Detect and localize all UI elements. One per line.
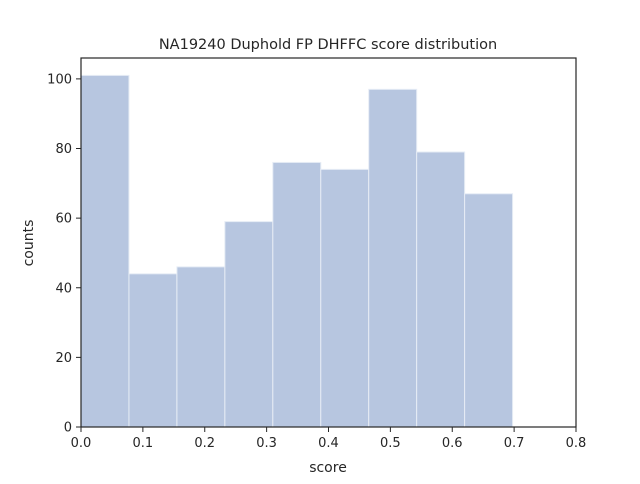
histogram-bar-6 (368, 88, 418, 428)
y-tick-label-4: 80 (55, 142, 72, 157)
y-tick-label-3: 60 (55, 212, 72, 227)
y-tick-label-0: 0 (64, 421, 72, 436)
histogram-bar-8 (464, 193, 514, 428)
x-tick-label-7: 0.7 (504, 436, 525, 451)
histogram-bar-5 (320, 168, 370, 428)
x-axis: 0.0 0.1 0.2 0.3 0.4 0.5 0.6 0.7 0.8 (71, 427, 587, 451)
x-tick-label-3: 0.3 (256, 436, 277, 451)
chart-title: NA19240 Duphold FP DHFFC score distribut… (159, 37, 497, 53)
histogram-bar-2 (176, 266, 226, 428)
histogram-bar-3 (224, 221, 274, 428)
y-tick-label-5: 100 (47, 72, 72, 87)
x-tick-label-2: 0.2 (194, 436, 215, 451)
x-tick-label-8: 0.8 (566, 436, 587, 451)
y-tick-label-1: 20 (55, 351, 72, 366)
y-tick-label-2: 40 (55, 281, 72, 296)
histogram-bar-7 (416, 151, 466, 428)
histogram-bar-0 (80, 74, 130, 428)
x-tick-label-0: 0.0 (71, 436, 92, 451)
y-axis-label: counts (21, 220, 37, 267)
x-tick-label-5: 0.5 (380, 436, 401, 451)
bars-group (80, 74, 514, 428)
x-tick-label-4: 0.4 (318, 436, 339, 451)
histogram-bar-1 (128, 273, 178, 428)
x-axis-label: score (309, 460, 347, 476)
x-tick-label-6: 0.6 (442, 436, 463, 451)
y-axis: 0 20 40 60 80 100 (47, 72, 81, 436)
x-tick-label-1: 0.1 (133, 436, 154, 451)
histogram-bar-4 (272, 161, 322, 428)
